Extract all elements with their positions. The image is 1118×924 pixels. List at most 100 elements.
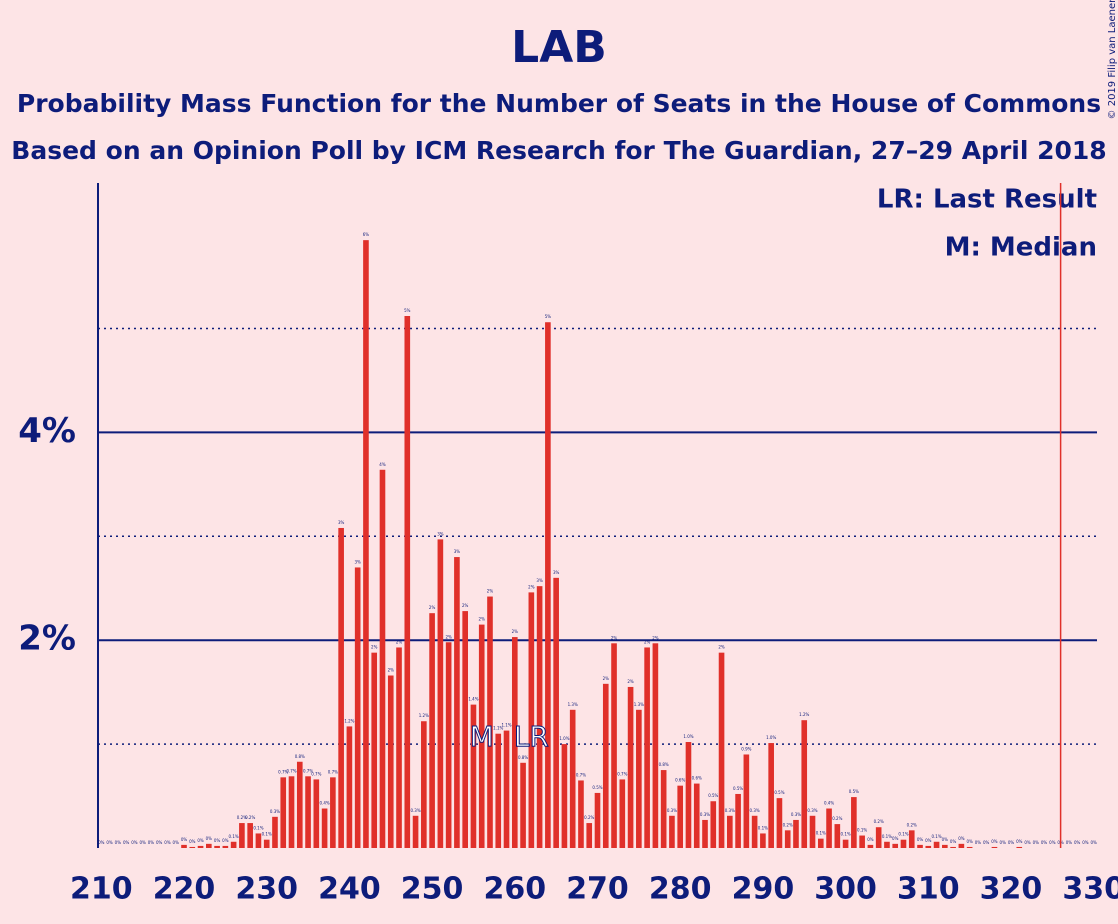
bar: [710, 801, 717, 848]
value-label: 0%: [950, 839, 957, 844]
value-label: 0.1%: [931, 834, 941, 839]
value-label: 2%: [718, 645, 725, 650]
value-label: 0%: [917, 837, 924, 842]
bar: [313, 779, 320, 848]
bar: [462, 611, 468, 848]
value-label: 0%: [164, 840, 171, 845]
x-tick-label: 210: [70, 872, 133, 907]
bar: [884, 841, 890, 848]
bar: [495, 733, 502, 848]
value-label: 0.1%: [229, 834, 239, 839]
x-tick-label: 320: [980, 872, 1043, 907]
chart-subtitle: Based on an Opinion Poll by ICM Research…: [11, 136, 1106, 165]
bar: [627, 686, 634, 848]
bar: [826, 808, 832, 848]
value-label: 0.5%: [708, 793, 718, 798]
value-label: 0%: [958, 836, 965, 841]
bar: [619, 779, 626, 848]
chart-title: LAB: [511, 22, 607, 73]
y-tick-label: 2%: [18, 619, 76, 659]
bar: [702, 819, 708, 848]
value-label: 1.0%: [683, 734, 693, 739]
value-label: 0%: [98, 840, 105, 845]
bar: [561, 744, 568, 848]
bar: [280, 777, 287, 848]
value-label: 0%: [867, 837, 874, 842]
value-label: 0%: [966, 839, 973, 844]
x-tick-label: 250: [401, 872, 464, 907]
value-label: 0%: [123, 840, 130, 845]
value-label: 0.1%: [857, 828, 867, 833]
value-label: 0%: [1082, 840, 1089, 845]
bar: [305, 776, 311, 848]
value-label: 2%: [487, 589, 494, 594]
value-label: 1.2%: [419, 713, 429, 718]
bar: [321, 808, 328, 848]
value-label: 2%: [462, 603, 469, 608]
value-label: 0.3%: [667, 808, 677, 813]
bar: [942, 844, 948, 848]
value-label: 0.7%: [617, 771, 627, 776]
bar: [917, 844, 923, 848]
value-label: 0.3%: [270, 809, 280, 814]
value-label: 2%: [603, 676, 610, 681]
x-tick-label: 290: [732, 872, 795, 907]
bar: [429, 613, 435, 848]
bar: [354, 567, 361, 848]
value-label: 0.4%: [824, 801, 834, 806]
value-label: 6%: [363, 232, 370, 237]
value-label: 0%: [1008, 840, 1015, 845]
value-label: 0.8%: [659, 762, 669, 767]
value-label: 0.3%: [791, 812, 801, 817]
bar: [892, 843, 899, 848]
bar: [760, 833, 766, 848]
bar: [743, 754, 750, 848]
bar: [859, 835, 865, 848]
value-label: 2%: [652, 635, 659, 640]
bar: [569, 709, 576, 848]
bar: [966, 846, 973, 848]
value-label: 0.7%: [303, 768, 313, 773]
bar: [478, 624, 485, 848]
value-label: 0.6%: [692, 776, 702, 781]
value-label: 0%: [1041, 840, 1048, 845]
value-label: 0.8%: [518, 755, 528, 760]
value-label: 0%: [206, 836, 213, 841]
value-label: 0.9%: [741, 746, 751, 751]
value-label: 1.1%: [501, 723, 511, 728]
value-label: 5%: [545, 314, 552, 319]
value-label: 0%: [925, 838, 932, 843]
bar: [296, 761, 303, 848]
bar: [214, 845, 220, 848]
bar: [412, 815, 419, 848]
value-label: 0%: [222, 838, 229, 843]
value-label: 0.1%: [262, 832, 272, 837]
value-label: 0.5%: [774, 790, 784, 795]
value-label: 0%: [1049, 840, 1056, 845]
value-label: 2%: [627, 679, 634, 684]
bar: [528, 592, 535, 848]
bar: [288, 776, 295, 848]
value-label: 0.8%: [295, 754, 305, 759]
value-label: 0.3%: [750, 808, 760, 813]
bar: [1016, 846, 1023, 848]
value-label: 1.3%: [634, 702, 644, 707]
bar: [520, 762, 526, 848]
bar: [230, 841, 237, 848]
bar: [487, 596, 493, 848]
bar: [594, 792, 601, 848]
value-label: 2%: [479, 617, 486, 622]
bar: [660, 770, 667, 848]
value-label: 0.5%: [849, 789, 859, 794]
value-label: 1.2%: [799, 712, 809, 717]
legend-entry: LR: Last Result: [877, 185, 1097, 215]
bar: [602, 683, 609, 848]
bar: [553, 577, 559, 848]
annotation: M: [470, 720, 494, 753]
value-label: 0%: [1024, 840, 1031, 845]
bar: [950, 846, 956, 848]
value-label: 2%: [429, 605, 436, 610]
bar: [718, 652, 725, 848]
bar: [875, 827, 882, 848]
value-label: 0.4%: [320, 801, 330, 806]
